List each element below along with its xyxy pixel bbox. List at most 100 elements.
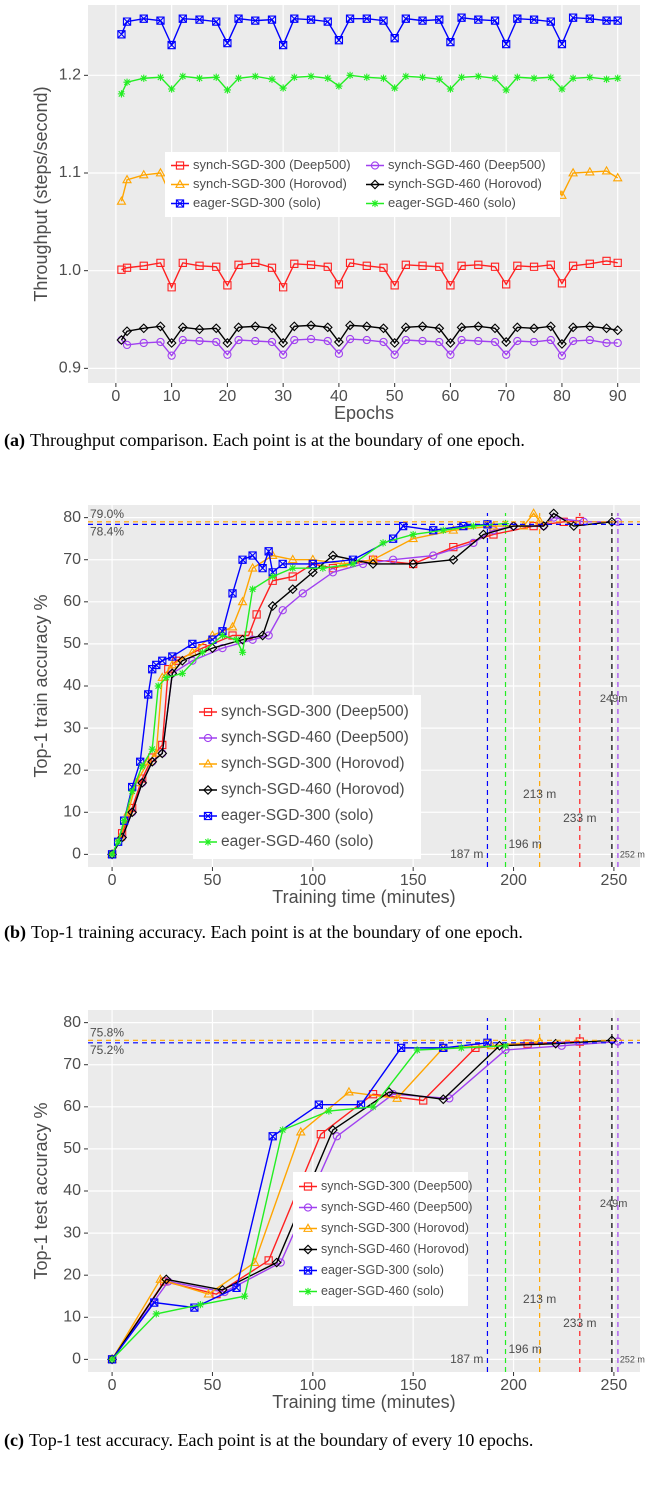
point bbox=[218, 631, 227, 640]
point bbox=[346, 71, 354, 79]
point bbox=[612, 325, 623, 336]
point bbox=[168, 85, 176, 93]
point bbox=[108, 850, 116, 858]
point bbox=[528, 508, 539, 517]
point bbox=[203, 1288, 214, 1298]
point bbox=[501, 519, 510, 528]
legend-marker bbox=[204, 838, 212, 846]
point bbox=[345, 334, 355, 344]
point bbox=[250, 321, 261, 332]
point bbox=[400, 322, 411, 333]
caption-a: (a) Throughput comparison. Each point is … bbox=[4, 428, 644, 452]
point bbox=[457, 261, 466, 270]
caption-b: (b) Top-1 training accuracy. Each point i… bbox=[4, 920, 644, 944]
point bbox=[408, 558, 419, 569]
point bbox=[155, 167, 166, 177]
point bbox=[332, 1132, 342, 1141]
reference-label: 249m bbox=[600, 693, 628, 705]
point bbox=[557, 39, 567, 49]
chart-b: 0 10 20 30 40 50 60 70 80 0 50 100 150 200 250 Training… bbox=[31, 505, 645, 907]
x-tick-label: 100 bbox=[299, 1377, 326, 1394]
y-tick-label: 40 bbox=[63, 677, 81, 694]
point bbox=[398, 521, 408, 531]
point bbox=[328, 568, 338, 577]
point bbox=[122, 263, 132, 272]
point bbox=[290, 73, 298, 81]
point bbox=[147, 756, 158, 767]
point bbox=[234, 14, 243, 23]
y-tick-label: 60 bbox=[63, 1098, 81, 1115]
point bbox=[195, 336, 204, 346]
point bbox=[612, 172, 623, 182]
point bbox=[123, 78, 131, 86]
point bbox=[138, 323, 149, 334]
point bbox=[268, 1132, 277, 1141]
point bbox=[122, 326, 133, 337]
point bbox=[368, 558, 379, 569]
point bbox=[196, 1301, 205, 1309]
point bbox=[529, 15, 539, 24]
series-line bbox=[120, 324, 618, 346]
x-tick-label: 60 bbox=[442, 388, 460, 405]
point bbox=[223, 38, 232, 48]
point bbox=[178, 335, 187, 345]
point bbox=[137, 777, 148, 788]
reference-label: 78.4% bbox=[90, 525, 124, 539]
point bbox=[120, 817, 128, 825]
point bbox=[333, 336, 344, 347]
point bbox=[288, 572, 297, 581]
x-tick-label: 0 bbox=[108, 872, 117, 889]
reference-label: 252 m bbox=[620, 849, 645, 859]
point bbox=[606, 516, 617, 527]
point bbox=[568, 13, 578, 22]
point bbox=[508, 521, 519, 532]
point bbox=[290, 259, 299, 268]
point bbox=[613, 338, 622, 348]
point bbox=[418, 73, 427, 81]
point bbox=[324, 74, 332, 82]
point bbox=[279, 84, 287, 92]
point bbox=[195, 261, 204, 270]
point bbox=[557, 279, 567, 288]
y-tick-label: 40 bbox=[63, 1182, 81, 1199]
point bbox=[363, 73, 371, 81]
point bbox=[167, 283, 176, 292]
y-tick-label: 1.0 bbox=[59, 262, 81, 279]
point bbox=[267, 337, 277, 347]
point bbox=[490, 323, 501, 334]
reference-label: 249m bbox=[600, 1198, 628, 1210]
point bbox=[545, 321, 556, 332]
point bbox=[418, 261, 427, 270]
point bbox=[409, 530, 417, 539]
y-tick-label: 10 bbox=[63, 1308, 81, 1325]
point bbox=[435, 262, 444, 271]
reference-label: 75.2% bbox=[90, 1043, 124, 1057]
point bbox=[390, 281, 399, 290]
point bbox=[238, 555, 247, 564]
point bbox=[289, 564, 297, 572]
legend-label: eager-SGD-300 (solo) bbox=[193, 195, 321, 210]
point bbox=[223, 281, 232, 290]
point bbox=[446, 85, 455, 93]
point bbox=[156, 258, 165, 268]
series-line bbox=[111, 512, 612, 855]
point bbox=[223, 86, 231, 94]
point bbox=[379, 16, 388, 25]
point bbox=[446, 37, 455, 47]
point bbox=[212, 17, 221, 26]
reference-label: 196 m bbox=[509, 1342, 542, 1356]
reference-label: 196 m bbox=[509, 837, 542, 851]
point bbox=[323, 262, 332, 271]
point bbox=[379, 263, 388, 272]
y-axis-title: Top-1 train accuracy % bbox=[31, 594, 51, 777]
point bbox=[167, 40, 176, 50]
legend-marker bbox=[203, 707, 213, 717]
point bbox=[379, 74, 388, 82]
point bbox=[378, 323, 389, 334]
point bbox=[546, 260, 555, 269]
point bbox=[546, 335, 555, 345]
point bbox=[568, 261, 578, 270]
point bbox=[513, 73, 521, 81]
reference-label: 187 m bbox=[450, 1352, 483, 1366]
point bbox=[585, 335, 594, 345]
